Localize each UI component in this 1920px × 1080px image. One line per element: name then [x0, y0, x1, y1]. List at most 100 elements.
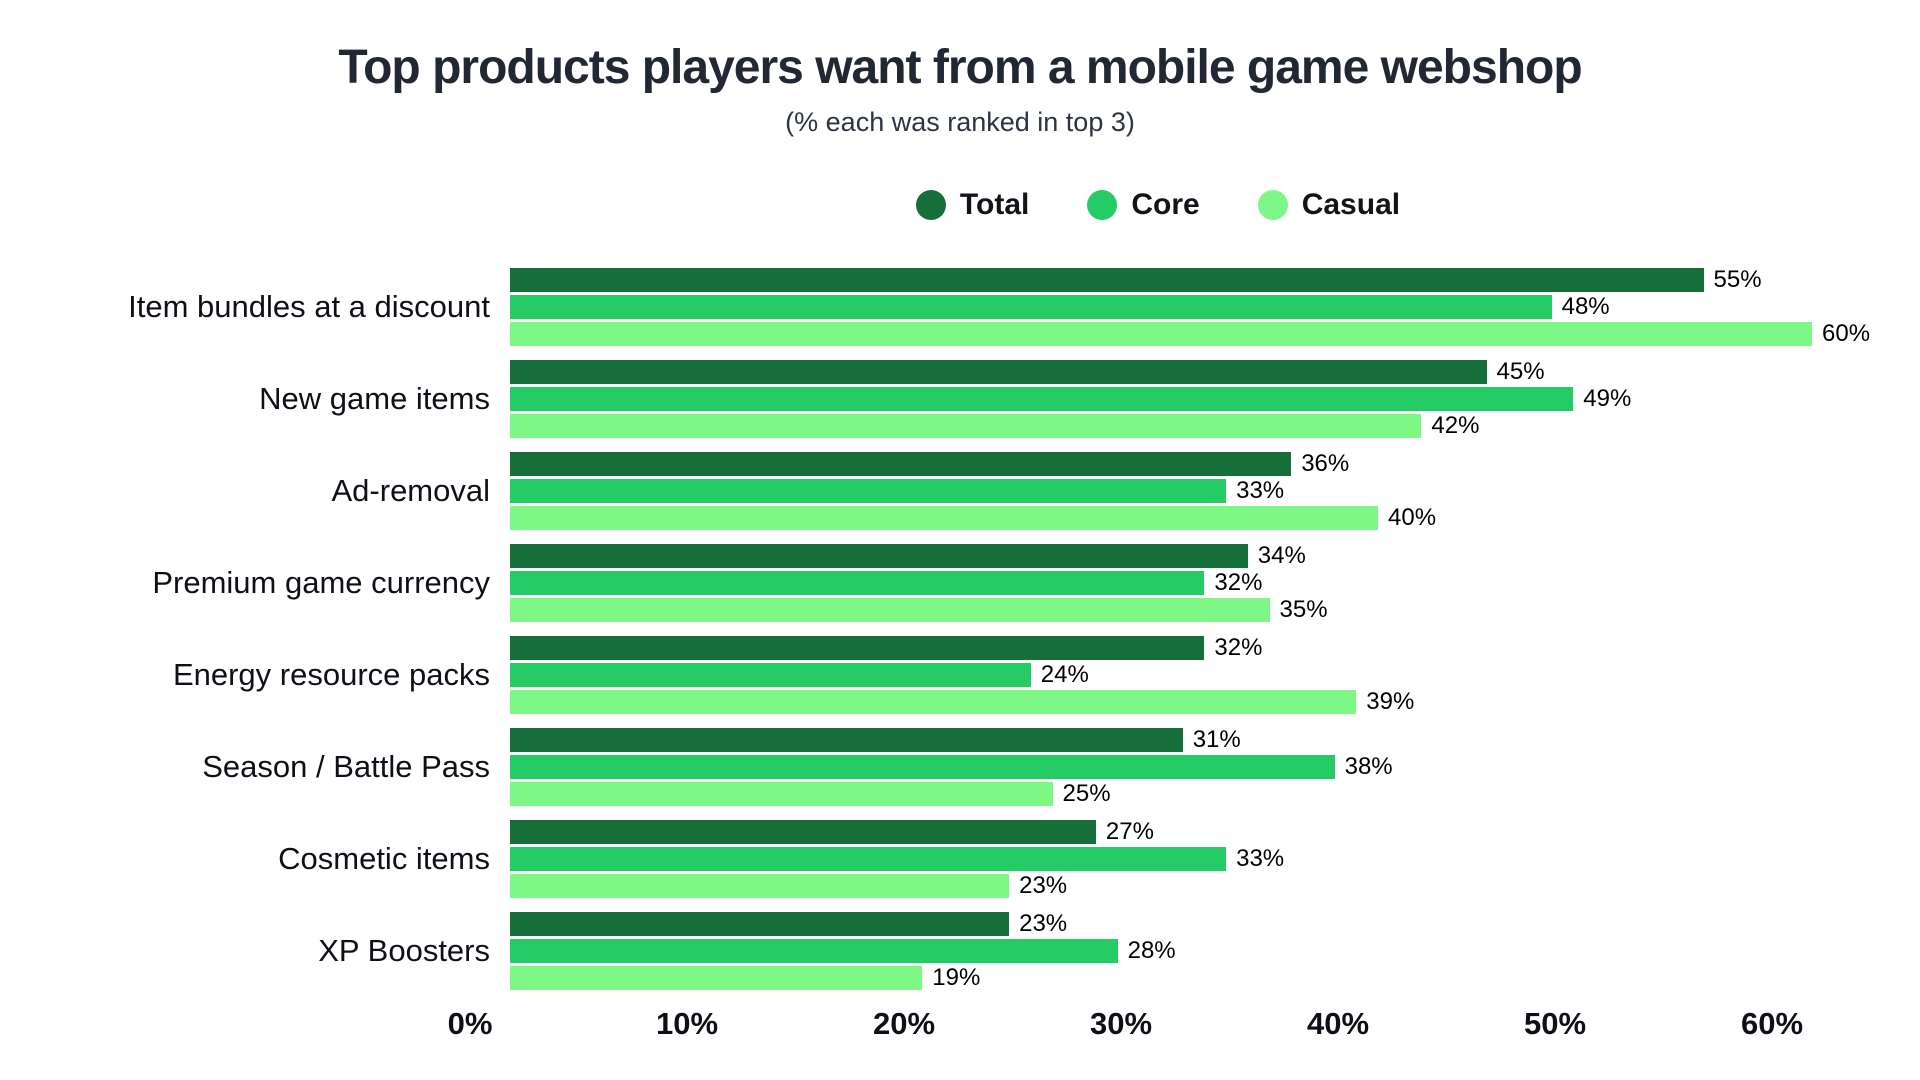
- x-axis-tick: 30%: [1089, 1006, 1153, 1041]
- bar-row-total: 31%: [510, 726, 1812, 753]
- chart-subtitle: (% each was ranked in top 3): [785, 107, 1135, 137]
- bar-row-casual: 60%: [510, 320, 1870, 347]
- bar-row-core: 38%: [510, 753, 1812, 780]
- bar-group-bars: 23% 28% 19%: [510, 910, 1812, 991]
- category-label: New game items: [259, 381, 490, 416]
- bar-total: [510, 912, 1010, 936]
- bar-row-casual: 40%: [510, 504, 1812, 531]
- bar-row-casual: 25%: [510, 780, 1812, 807]
- bar-group: Energy resource packs 32% 24% 39%: [40, 634, 1920, 715]
- bar-casual: [510, 598, 1270, 622]
- bar-core: [510, 755, 1335, 779]
- x-axis-spacer: [0, 1006, 470, 1050]
- bar-group: New game items 45% 49% 42%: [40, 358, 1920, 439]
- x-axis-track: 0% 10% 20% 30% 40% 50% 60%: [448, 1006, 1803, 1050]
- category-label: Energy resource packs: [172, 657, 490, 692]
- bar-total: [510, 636, 1205, 660]
- bar-row-core: 33%: [510, 477, 1812, 504]
- bar-group-bars: 31% 38% 25%: [510, 726, 1812, 807]
- legend-label: Casual: [1301, 188, 1401, 221]
- bar-core: [510, 479, 1227, 503]
- bar-row-total: 36%: [510, 450, 1812, 477]
- bar-row-total: 23%: [510, 910, 1812, 937]
- bar-casual: [510, 414, 1422, 438]
- value-label: 23%: [1019, 872, 1068, 899]
- value-label: 39%: [1366, 688, 1415, 715]
- bar-group: Item bundles at a discount 55% 48% 60%: [40, 266, 1920, 347]
- x-axis-tick: 60%: [1740, 1006, 1804, 1041]
- category-label: Season / Battle Pass: [202, 749, 490, 784]
- bar-core: [510, 847, 1227, 871]
- bar-row-total: 27%: [510, 818, 1812, 845]
- bar-row-core: 28%: [510, 937, 1812, 964]
- x-axis-tick: 40%: [1306, 1006, 1370, 1041]
- bar-core: [510, 939, 1118, 963]
- bar-group-bars: 45% 49% 42%: [510, 358, 1812, 439]
- bar-group-bars: 34% 32% 35%: [510, 542, 1812, 623]
- value-label: 35%: [1279, 596, 1328, 623]
- bar-group: Premium game currency 34% 32% 35%: [40, 542, 1920, 623]
- bar-core: [510, 387, 1574, 411]
- bar-row-core: 48%: [510, 293, 1812, 320]
- bar-total: [510, 728, 1183, 752]
- bar-chart-plot: Item bundles at a discount 55% 48% 60% New g…: [40, 266, 1920, 991]
- value-label: 55%: [1713, 266, 1762, 293]
- bar-row-casual: 39%: [510, 688, 1812, 715]
- x-axis-tick: 20%: [872, 1006, 936, 1041]
- bar-casual: [510, 506, 1378, 530]
- bar-total: [510, 544, 1248, 568]
- x-axis-tick: 50%: [1523, 1006, 1587, 1041]
- value-label: 60%: [1822, 320, 1871, 347]
- value-label: 34%: [1257, 542, 1306, 569]
- value-label: 31%: [1192, 726, 1241, 753]
- legend: Total Core Casual: [198, 188, 1920, 222]
- legend-label: Core: [1131, 188, 1200, 221]
- legend-dot-icon: [915, 190, 946, 220]
- bar-row-total: 32%: [510, 634, 1812, 661]
- legend-label: Total: [959, 188, 1030, 221]
- legend-item-core: Core: [1087, 188, 1200, 222]
- value-label: 25%: [1062, 780, 1111, 807]
- bar-row-core: 33%: [510, 845, 1812, 872]
- value-label: 45%: [1496, 358, 1545, 385]
- bar-row-casual: 19%: [510, 964, 1812, 991]
- bar-row-casual: 23%: [510, 872, 1812, 899]
- bar-row-total: 55%: [510, 266, 1812, 293]
- bar-row-total: 45%: [510, 358, 1812, 385]
- category-label: Item bundles at a discount: [128, 289, 490, 324]
- bar-group-bars: 27% 33% 23%: [510, 818, 1812, 899]
- bar-row-casual: 35%: [510, 596, 1812, 623]
- legend-item-casual: Casual: [1257, 188, 1401, 222]
- value-label: 36%: [1301, 450, 1350, 477]
- value-label: 27%: [1105, 818, 1154, 845]
- value-label: 40%: [1388, 504, 1437, 531]
- value-label: 42%: [1431, 412, 1480, 439]
- x-axis-tick: 10%: [655, 1006, 719, 1041]
- value-label: 24%: [1040, 661, 1089, 688]
- bar-row-core: 49%: [510, 385, 1812, 412]
- bar-group: Ad-removal 36% 33% 40%: [40, 450, 1920, 531]
- bar-core: [510, 295, 1552, 319]
- bar-casual: [510, 966, 923, 990]
- bar-core: [510, 571, 1205, 595]
- bar-core: [510, 663, 1031, 687]
- bar-row-core: 32%: [510, 569, 1812, 596]
- category-label: Cosmetic items: [278, 841, 490, 876]
- value-label: 33%: [1236, 845, 1285, 872]
- bar-row-total: 34%: [510, 542, 1812, 569]
- value-label: 49%: [1583, 385, 1632, 412]
- bar-group-bars: 36% 33% 40%: [510, 450, 1812, 531]
- bar-row-casual: 42%: [510, 412, 1812, 439]
- value-label: 38%: [1344, 753, 1393, 780]
- x-axis-tick: 0%: [447, 1006, 493, 1041]
- legend-dot-icon: [1087, 190, 1118, 220]
- bar-total: [510, 452, 1292, 476]
- bar-total: [510, 360, 1487, 384]
- legend-dot-icon: [1257, 190, 1288, 220]
- bar-total: [510, 820, 1096, 844]
- value-label: 19%: [932, 964, 981, 991]
- bar-casual: [510, 782, 1053, 806]
- value-label: 32%: [1214, 634, 1263, 661]
- category-label: XP Boosters: [318, 933, 490, 968]
